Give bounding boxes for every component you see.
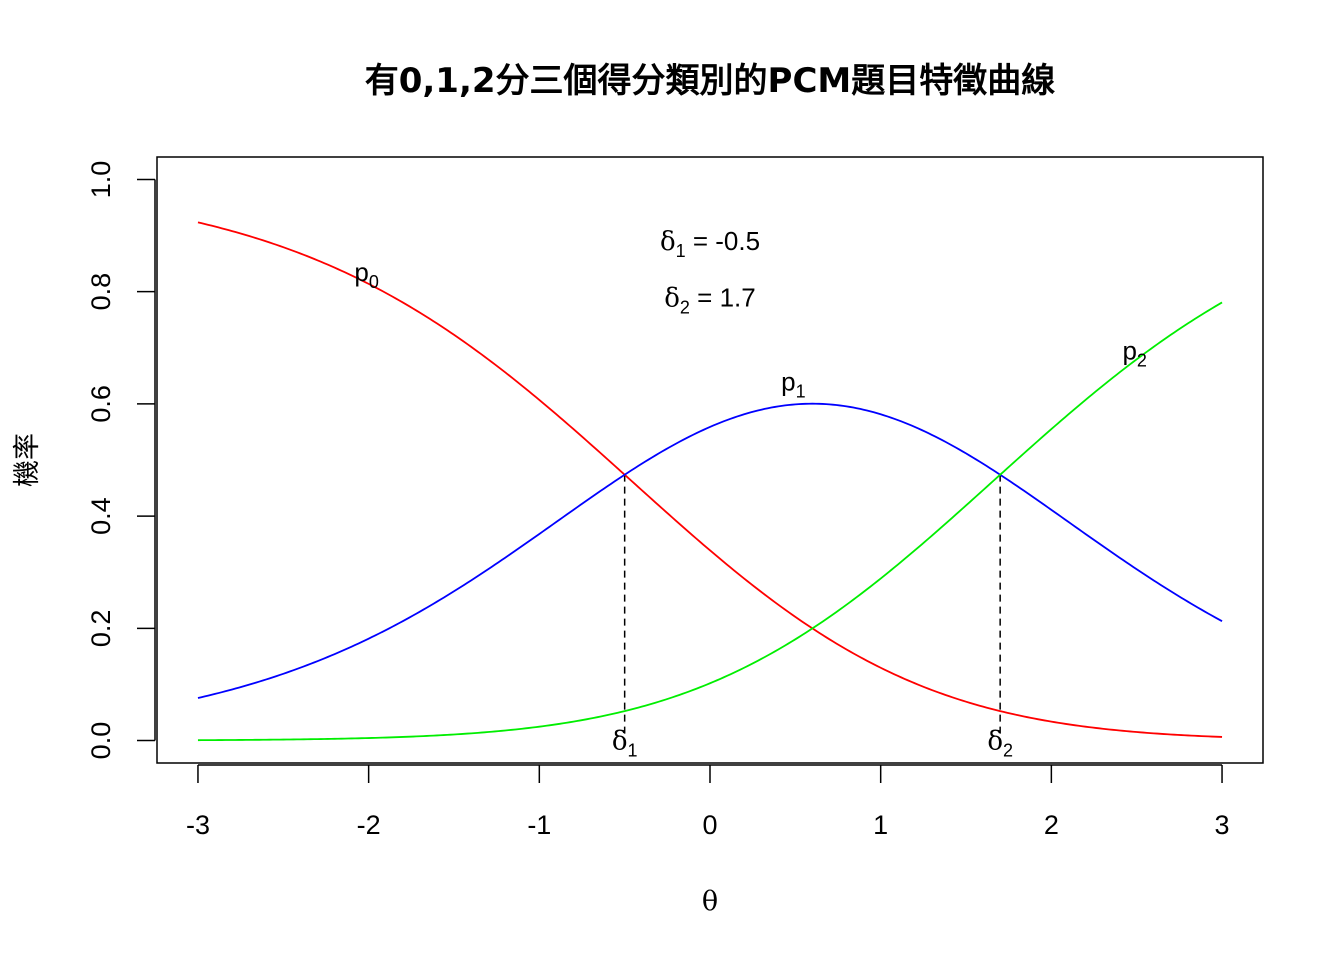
x-tick-label: 0	[702, 810, 717, 840]
y-axis-label: 機率	[12, 433, 43, 487]
curve-label-p0: p0	[354, 257, 378, 292]
y-tick-label: 0.0	[86, 722, 116, 760]
curve-label-p1: p1	[781, 366, 805, 401]
delta-annotation-1: δ1 = -0.5	[660, 226, 760, 261]
chart-title: 有0,1,2分三個得分類別的PCM題目特徵曲線	[365, 61, 1056, 101]
curve-label-p2: p2	[1122, 336, 1146, 371]
y-tick-label: 0.8	[86, 273, 116, 311]
y-axis: 0.0 0.2 0.4 0.6 0.8 1.0	[86, 161, 156, 760]
x-tick-label: 3	[1215, 810, 1230, 840]
x-axis-label: θ	[702, 886, 718, 917]
x-tick-label: -1	[527, 810, 551, 840]
labels-group: p0 p1 p2 δ1 δ2 δ1 = -0.5 δ2 = 1.7	[354, 226, 1147, 760]
series-line-p0	[197, 221, 1223, 738]
y-tick-label: 1.0	[86, 161, 116, 199]
plot-frame	[156, 156, 1264, 764]
x-axis: -3 -2 -1 0 1 2 3	[186, 764, 1230, 840]
delta-axis-label-1: δ1	[612, 727, 638, 761]
delta-lines	[623, 474, 1001, 741]
x-tick-label: 2	[1044, 810, 1059, 840]
y-tick-label: 0.6	[86, 385, 116, 423]
series-line-p1	[197, 402, 1223, 699]
delta-axis-label-2: δ2	[987, 727, 1013, 761]
series-group	[197, 221, 1223, 742]
x-tick-label: 1	[873, 810, 888, 840]
x-tick-label: -3	[186, 810, 210, 840]
delta-annotation-2: δ2 = 1.7	[664, 282, 755, 317]
x-tick-label: -2	[357, 810, 381, 840]
y-tick-label: 0.2	[86, 610, 116, 648]
y-tick-label: 0.4	[86, 497, 116, 535]
series-line-p2	[197, 301, 1223, 742]
